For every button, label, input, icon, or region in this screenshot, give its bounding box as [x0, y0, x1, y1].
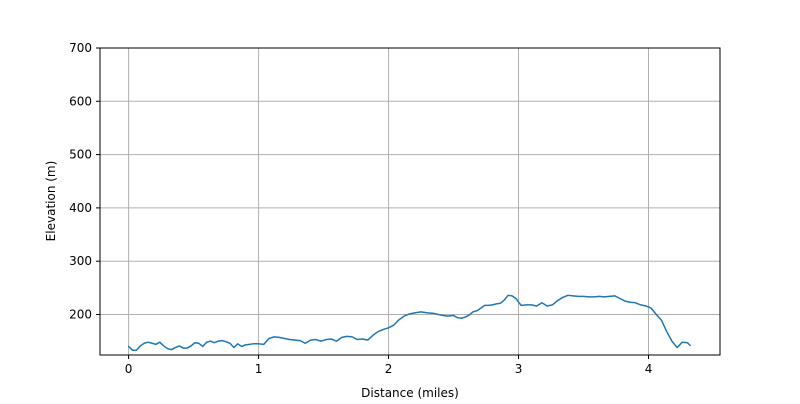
y-tick-label-5: 700: [69, 41, 92, 55]
ticks-layer: 0 1 2 3 4 200 300 400 500 600 700: [69, 41, 652, 376]
x-tick-label-0: 0: [125, 362, 133, 376]
y-tick-label-2: 400: [69, 201, 92, 215]
x-tick-label-1: 1: [255, 362, 263, 376]
y-axis-label: Elevation (m): [44, 161, 58, 242]
axes-layer: [99, 47, 721, 356]
y-tick-label-0: 200: [69, 307, 92, 321]
x-axis-label: Distance (miles): [361, 386, 459, 400]
x-tick-label-4: 4: [645, 362, 653, 376]
plot-frame: [99, 47, 721, 356]
series-layer: [127, 294, 691, 351]
grid-lines: [100, 47, 720, 355]
y-tick-label-3: 500: [69, 148, 92, 162]
y-tick-label-1: 300: [69, 254, 92, 268]
x-tick-label-2: 2: [385, 362, 393, 376]
y-tick-label-4: 600: [69, 94, 92, 108]
series-line-0: [127, 294, 691, 351]
x-tick-label-3: 3: [515, 362, 523, 376]
